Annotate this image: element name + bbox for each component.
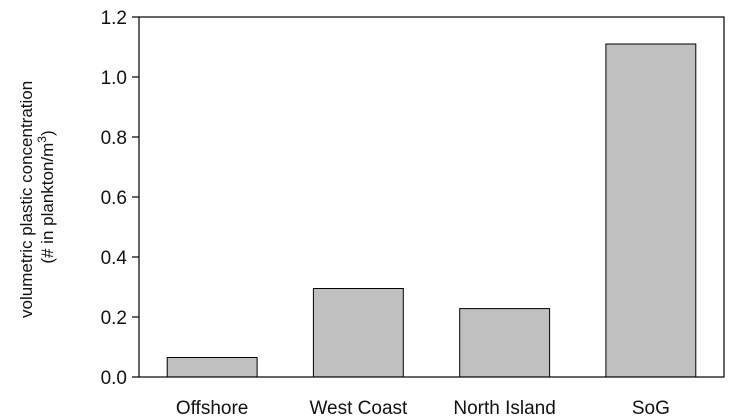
y-axis-title: volumetric plastic concentration (# in p… xyxy=(17,76,57,318)
y-axis-ticks: 0.0 0.2 0.4 0.6 0.8 1.0 1.2 xyxy=(101,8,139,389)
bars-layer xyxy=(166,43,697,378)
y-axis-title-line2: (# in plankton/m3) xyxy=(35,130,57,263)
y-axis-title-line1: volumetric plastic concentration xyxy=(17,81,36,318)
y-axis-title-suffix: ) xyxy=(38,130,57,136)
bar-offshore xyxy=(166,357,258,378)
y-tick-label: 0.2 xyxy=(101,308,127,329)
x-tick-label: SoG xyxy=(632,398,670,419)
bar-sog xyxy=(605,43,697,378)
bar-west-coast xyxy=(312,288,404,378)
x-tick-label: Offshore xyxy=(176,398,249,419)
y-tick-label: 0.6 xyxy=(101,188,127,209)
x-tick-label: North Island xyxy=(453,398,555,419)
bar-north-island xyxy=(459,308,551,378)
y-tick-label: 0.8 xyxy=(101,128,127,149)
y-tick-label: 1.2 xyxy=(101,8,127,29)
x-tick-label: West Coast xyxy=(309,398,408,419)
y-tick-label: 0.4 xyxy=(101,248,128,269)
y-tick-label: 0.0 xyxy=(101,368,127,389)
y-axis-title-line2-text: (# in plankton/m xyxy=(38,143,57,264)
x-axis-labels: Offshore West Coast North Island SoG xyxy=(176,398,670,419)
y-axis-title-superscript: 3 xyxy=(35,136,49,143)
y-tick-label: 1.0 xyxy=(101,68,127,89)
